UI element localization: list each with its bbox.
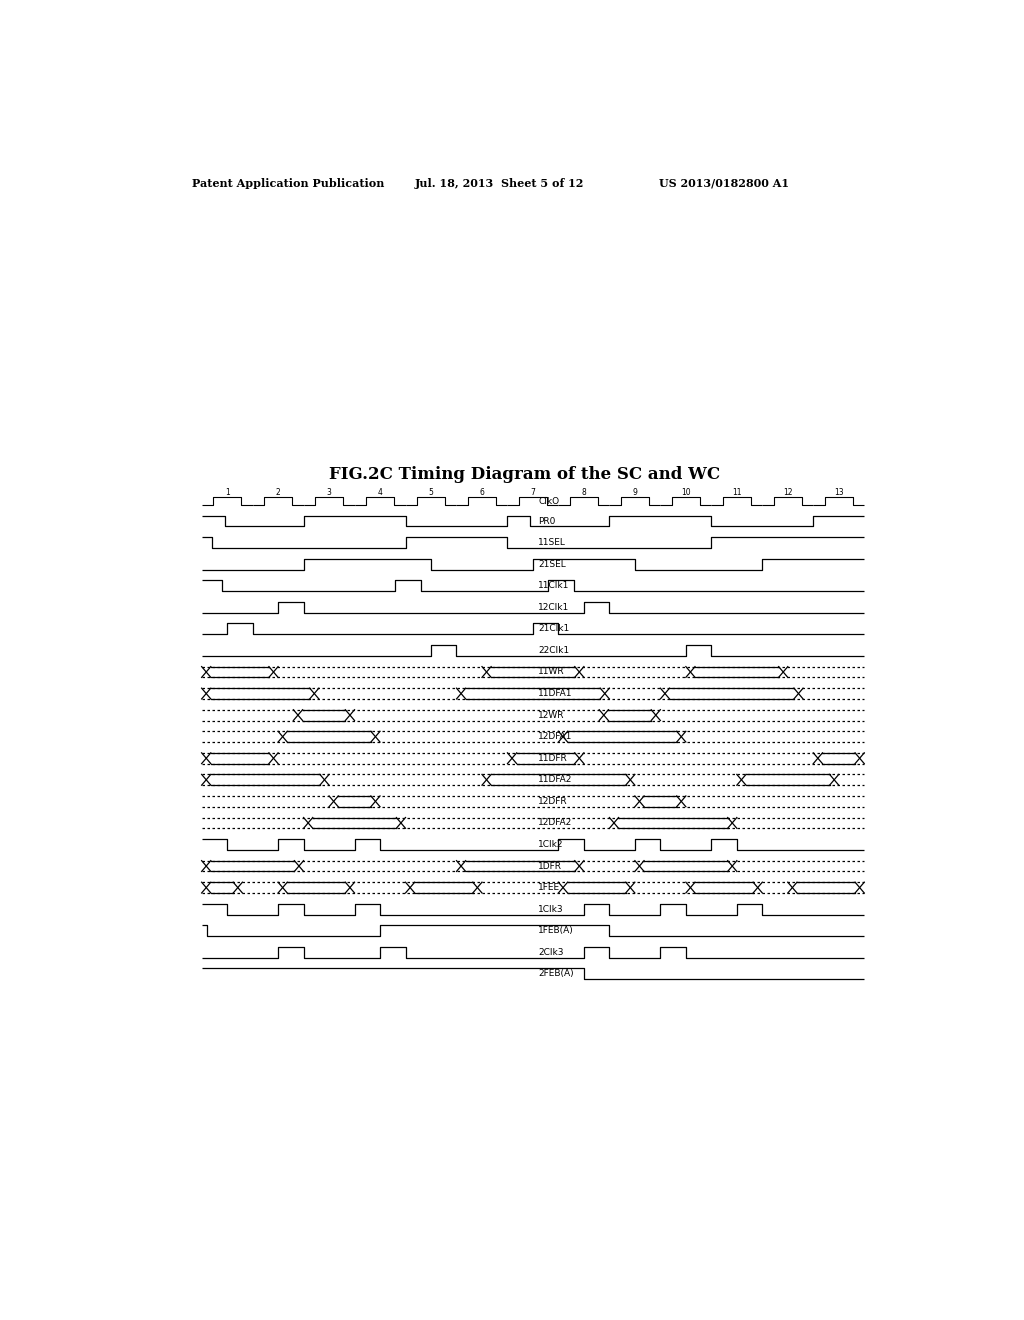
Text: 22Clk1: 22Clk1 [538,645,569,655]
Text: 21Clk1: 21Clk1 [538,624,569,634]
Text: 12: 12 [783,487,793,496]
Text: 6: 6 [479,487,484,496]
Text: 1Clk2: 1Clk2 [538,840,563,849]
Text: 11DFA1: 11DFA1 [538,689,572,698]
Text: 1: 1 [224,487,229,496]
Text: 1DFR: 1DFR [538,862,562,870]
Text: 8: 8 [582,487,587,496]
Text: 9: 9 [633,487,637,496]
Text: US 2013/0182800 A1: US 2013/0182800 A1 [658,178,788,189]
Text: 10: 10 [681,487,690,496]
Text: 11WR: 11WR [538,668,564,676]
Text: ClkO: ClkO [538,496,559,506]
Text: 12DFA1: 12DFA1 [538,733,572,741]
Text: 11SEL: 11SEL [538,539,566,546]
Text: 12DFR: 12DFR [538,797,567,805]
Text: 12WR: 12WR [538,710,564,719]
Text: 11: 11 [732,487,741,496]
Text: 5: 5 [429,487,433,496]
Text: 1FEB(A): 1FEB(A) [538,927,573,935]
Text: 11DFR: 11DFR [538,754,567,763]
Text: 2Clk3: 2Clk3 [538,948,563,957]
Text: 11Clk1: 11Clk1 [538,581,569,590]
Text: Patent Application Publication: Patent Application Publication [191,178,384,189]
Text: 3: 3 [327,487,332,496]
Text: 1Clk3: 1Clk3 [538,904,563,913]
Text: 7: 7 [530,487,536,496]
Text: 12Clk1: 12Clk1 [538,603,569,611]
Text: PR0: PR0 [538,516,555,525]
Text: 2FEB(A): 2FEB(A) [538,969,573,978]
Text: 13: 13 [834,487,844,496]
Text: 4: 4 [378,487,382,496]
Text: Jul. 18, 2013  Sheet 5 of 12: Jul. 18, 2013 Sheet 5 of 12 [415,178,584,189]
Text: 2: 2 [275,487,281,496]
Text: FIG.2C Timing Diagram of the SC and WC: FIG.2C Timing Diagram of the SC and WC [330,466,720,483]
Text: 11DFA2: 11DFA2 [538,775,572,784]
Text: 1FEE: 1FEE [538,883,560,892]
Text: 12DFA2: 12DFA2 [538,818,572,828]
Text: 21SEL: 21SEL [538,560,566,569]
